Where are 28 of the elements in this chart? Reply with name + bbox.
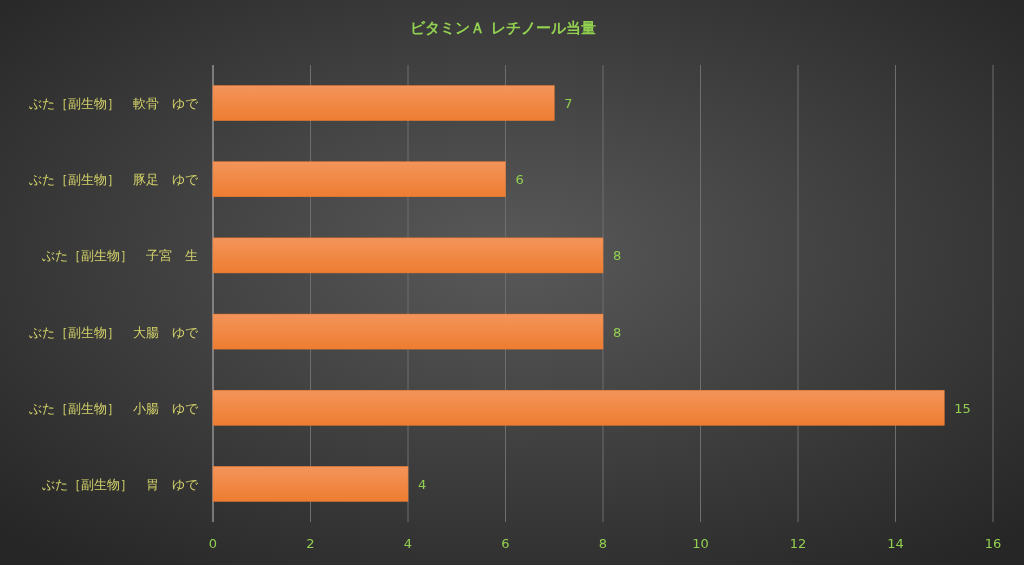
y-tick-label: ぶた［副生物］ 大腸 ゆで [29, 324, 199, 340]
bar [212, 389, 945, 426]
data-label: 6 [515, 172, 524, 188]
data-label: 7 [564, 96, 573, 112]
x-tick-label: 10 [692, 536, 709, 551]
bar [212, 237, 604, 274]
x-tick-label: 4 [403, 536, 413, 551]
x-tick-label: 16 [984, 536, 1002, 551]
bar [212, 85, 555, 121]
x-tick-label: 6 [501, 536, 510, 551]
bar [212, 466, 409, 502]
x-tick-label: 8 [598, 536, 608, 551]
y-tick-label: ぶた［副生物］ 胃 ゆで [42, 476, 199, 492]
data-label: 8 [613, 248, 622, 264]
bar [212, 161, 506, 198]
data-label: 4 [418, 476, 427, 492]
bar [212, 313, 604, 350]
x-tick-label: 0 [208, 536, 218, 551]
y-tick-label: ぶた［副生物］ 軟骨 ゆで [29, 96, 199, 112]
data-label: 15 [954, 400, 971, 416]
data-label: 8 [613, 324, 622, 340]
y-tick-label: ぶた［副生物］ 子宮 生 [42, 248, 198, 264]
x-tick-label: 2 [306, 536, 315, 551]
y-tick-label: ぶた［副生物］ 豚足 ゆで [29, 172, 199, 188]
y-tick-label: ぶた［副生物］ 小腸 ゆで [29, 400, 199, 416]
x-tick-label: 14 [887, 536, 904, 551]
chart-title: ビタミンＡ レチノール当量 [410, 19, 596, 37]
x-tick-label: 12 [789, 536, 807, 551]
